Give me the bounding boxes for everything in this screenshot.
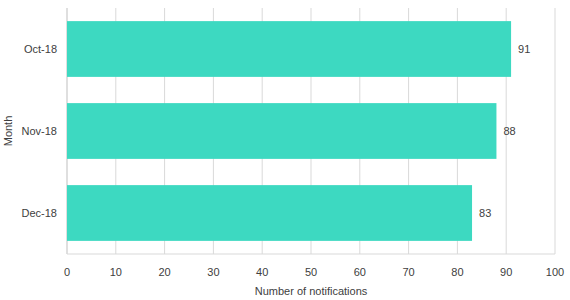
- tick-label: 0: [64, 266, 70, 278]
- tick-label: 60: [354, 266, 366, 278]
- chart-container: 0 10 20 30 40 50 60 70 80 90 100 91 Oct-18 88 Nov-18 83…: [0, 0, 570, 300]
- tick-label: 70: [402, 266, 414, 278]
- bar: [67, 185, 472, 241]
- tick-label: 80: [451, 266, 463, 278]
- category-label: Oct-18: [24, 43, 57, 55]
- tick-label: 100: [546, 266, 564, 278]
- x-axis-line: [67, 254, 555, 255]
- y-axis-title: Month: [2, 116, 14, 147]
- tick-label: 40: [256, 266, 268, 278]
- data-label: 83: [479, 207, 491, 219]
- category-label: Nov-18: [22, 125, 57, 137]
- grid-line: [555, 8, 556, 254]
- data-label: 88: [503, 125, 515, 137]
- tick-label: 50: [305, 266, 317, 278]
- data-label: 91: [518, 43, 530, 55]
- category-label: Dec-18: [22, 207, 57, 219]
- x-axis-title: Number of notifications: [255, 285, 368, 297]
- chart-svg: 0 10 20 30 40 50 60 70 80 90 100 91 Oct-18 88 Nov-18 83…: [0, 0, 570, 300]
- tick-label: 20: [158, 266, 170, 278]
- tick-label: 30: [207, 266, 219, 278]
- bars: [67, 21, 511, 241]
- tick-label: 10: [110, 266, 122, 278]
- bar: [67, 103, 496, 159]
- bar: [67, 21, 511, 77]
- tick-label: 90: [500, 266, 512, 278]
